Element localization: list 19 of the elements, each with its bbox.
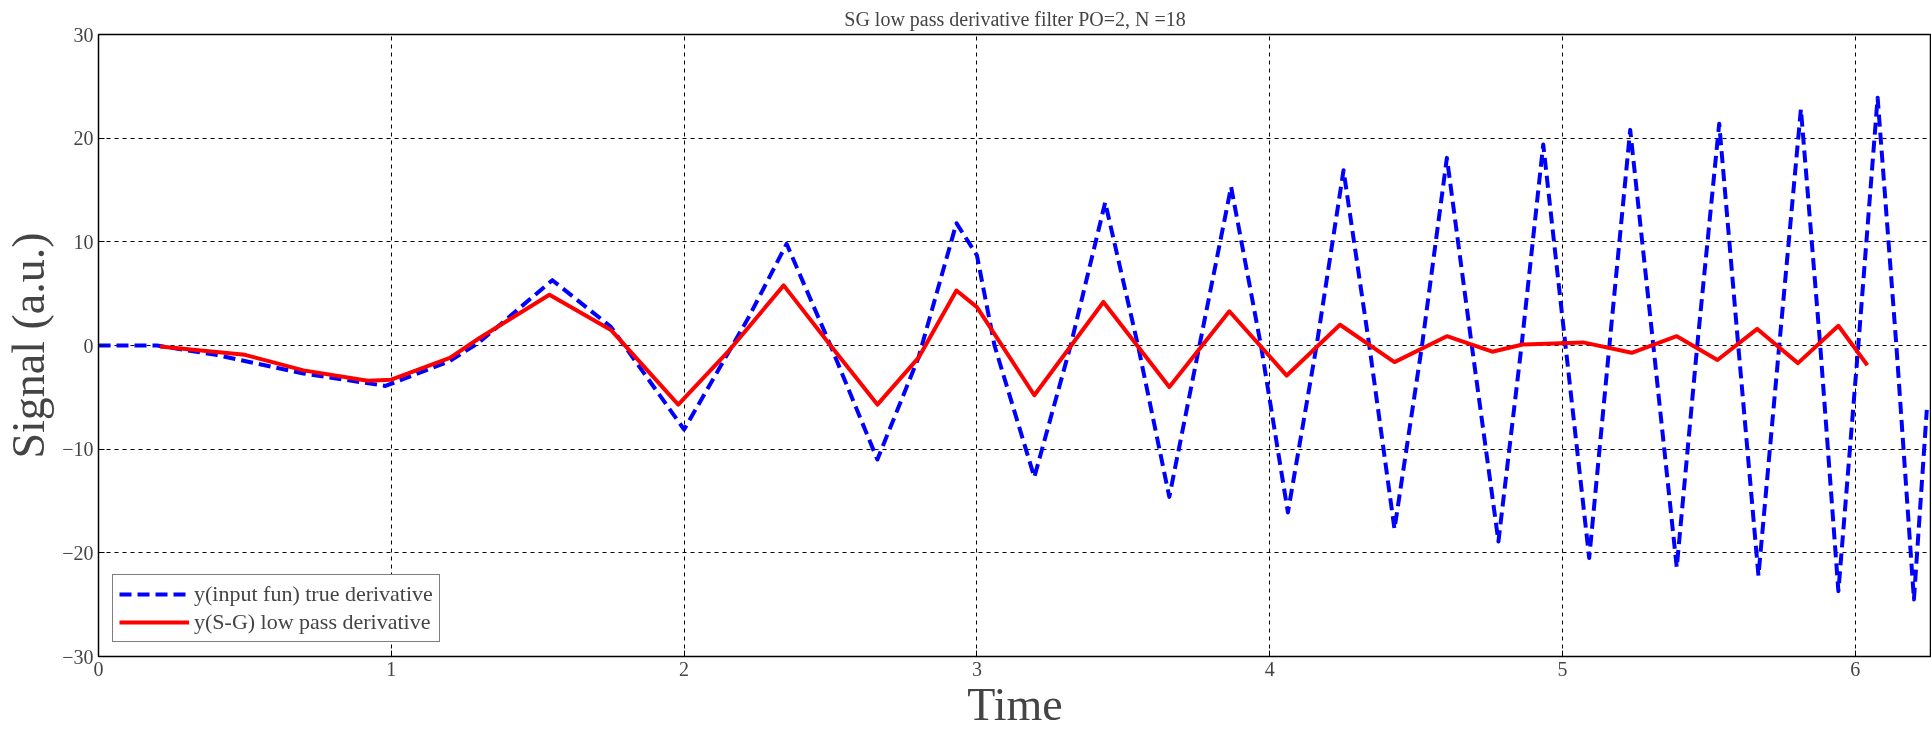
y-tick-label: 30: [73, 23, 94, 46]
x-axis-title: Time: [967, 678, 1063, 730]
x-tick-label: 2: [679, 657, 690, 680]
y-tick-label: 20: [73, 127, 94, 150]
x-tick-label: 3: [971, 657, 982, 680]
legend-label: y(S-G) low pass derivative: [194, 609, 431, 635]
y-tick-label: −20: [62, 541, 94, 564]
y-tick-label: −10: [62, 438, 94, 461]
x-tick-label: 4: [1264, 657, 1275, 680]
y-tick-label: −30: [62, 645, 94, 668]
x-tick-label: 5: [1557, 657, 1568, 680]
line-series: [157, 283, 1870, 407]
x-tick-label: 1: [386, 657, 397, 680]
x-tick-label: 6: [1850, 657, 1861, 680]
legend-label: y(input fun) true derivative: [194, 581, 433, 607]
y-tick-label: 0: [83, 334, 94, 357]
chart-title: SG low pass derivative filter PO=2, N =18: [844, 7, 1186, 31]
y-axis-title: Signal (a.u.): [3, 232, 55, 459]
y-tick-label: 10: [73, 230, 94, 253]
